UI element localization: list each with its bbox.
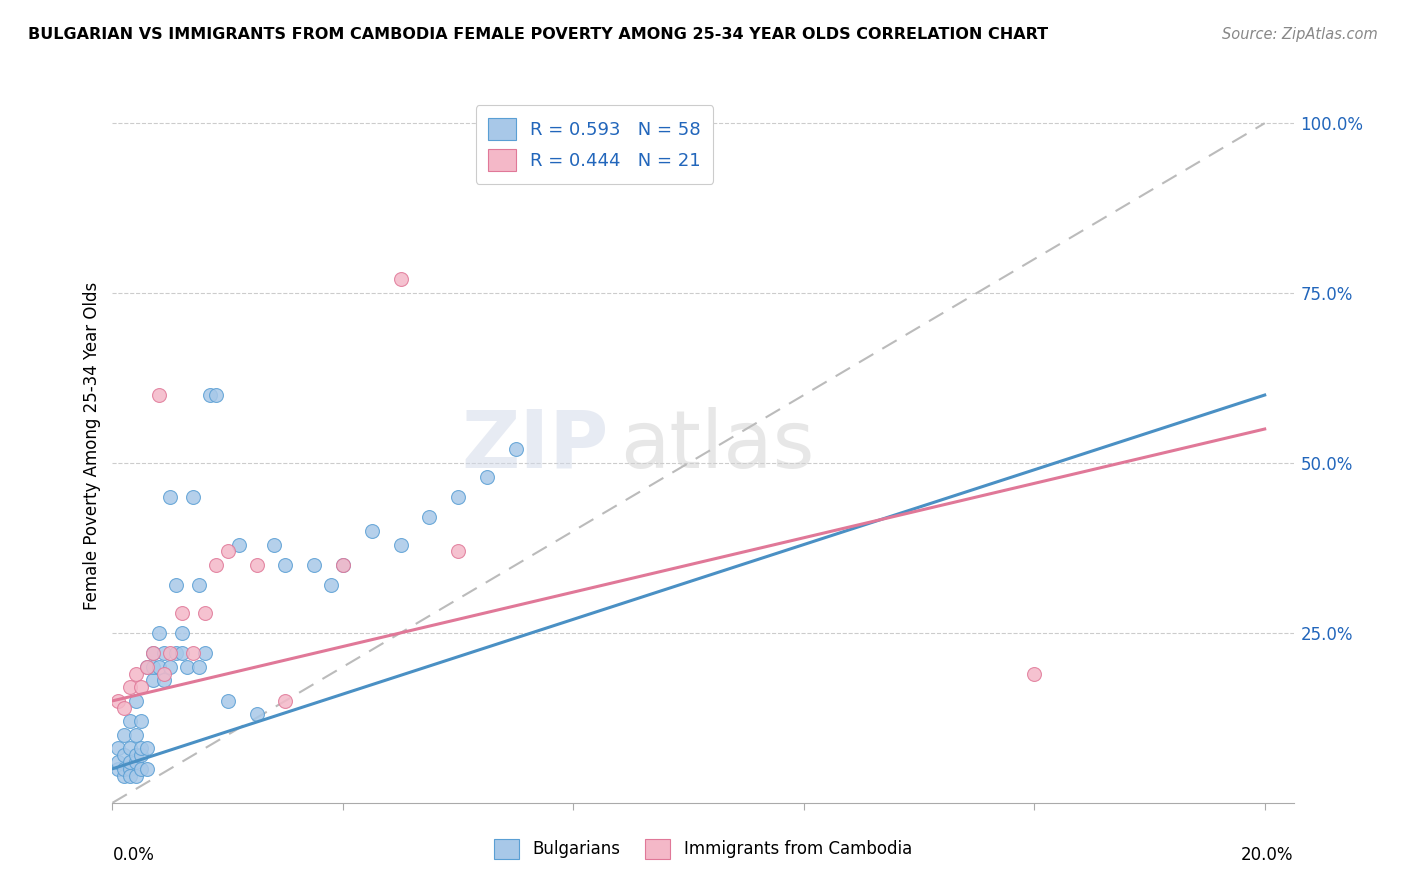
Point: [124, 728, 146, 742]
Point: [332, 558, 354, 572]
Point: [200, 388, 222, 402]
Point: [245, 707, 267, 722]
Point: [274, 558, 297, 572]
Point: [118, 714, 141, 729]
Point: [1024, 666, 1046, 681]
Point: [136, 741, 159, 756]
Point: [181, 646, 204, 660]
Point: [159, 490, 181, 504]
Point: [475, 469, 498, 483]
Point: [129, 714, 152, 729]
Point: [228, 537, 250, 551]
Point: [124, 748, 146, 763]
Point: [187, 660, 209, 674]
Text: 20.0%: 20.0%: [1241, 846, 1294, 863]
Point: [129, 680, 152, 694]
Point: [118, 680, 141, 694]
Point: [389, 537, 412, 551]
Point: [321, 578, 343, 592]
Point: [274, 694, 297, 708]
Point: [118, 762, 141, 776]
Point: [124, 666, 146, 681]
Point: [148, 626, 170, 640]
Point: [332, 558, 354, 572]
Text: Source: ZipAtlas.com: Source: ZipAtlas.com: [1222, 27, 1378, 42]
Point: [112, 762, 135, 776]
Point: [217, 544, 239, 558]
Point: [153, 673, 176, 688]
Point: [129, 748, 152, 763]
Point: [148, 660, 170, 674]
Point: [159, 646, 181, 660]
Point: [194, 646, 217, 660]
Text: BULGARIAN VS IMMIGRANTS FROM CAMBODIA FEMALE POVERTY AMONG 25-34 YEAR OLDS CORRE: BULGARIAN VS IMMIGRANTS FROM CAMBODIA FE…: [28, 27, 1049, 42]
Point: [112, 700, 135, 714]
Point: [112, 748, 135, 763]
Point: [170, 606, 193, 620]
Point: [159, 660, 181, 674]
Point: [263, 537, 285, 551]
Point: [142, 646, 165, 660]
Point: [107, 762, 129, 776]
Point: [153, 646, 176, 660]
Point: [136, 660, 159, 674]
Point: [107, 755, 129, 769]
Point: [389, 272, 412, 286]
Point: [107, 741, 129, 756]
Point: [176, 660, 198, 674]
Point: [124, 694, 146, 708]
Point: [165, 578, 187, 592]
Point: [447, 544, 470, 558]
Point: [170, 626, 193, 640]
Point: [136, 660, 159, 674]
Point: [124, 769, 146, 783]
Point: [112, 769, 135, 783]
Text: ZIP: ZIP: [461, 407, 609, 485]
Point: [205, 388, 228, 402]
Point: [112, 728, 135, 742]
Point: [360, 524, 382, 538]
Point: [170, 646, 193, 660]
Point: [142, 646, 165, 660]
Point: [153, 666, 176, 681]
Point: [447, 490, 470, 504]
Point: [187, 578, 209, 592]
Point: [165, 646, 187, 660]
Point: [142, 673, 165, 688]
Point: [181, 490, 204, 504]
Y-axis label: Female Poverty Among 25-34 Year Olds: Female Poverty Among 25-34 Year Olds: [83, 282, 101, 610]
Point: [136, 762, 159, 776]
Text: 0.0%: 0.0%: [112, 846, 155, 863]
Point: [505, 442, 527, 457]
Point: [107, 694, 129, 708]
Point: [118, 741, 141, 756]
Legend: Bulgarians, Immigrants from Cambodia: Bulgarians, Immigrants from Cambodia: [488, 832, 918, 866]
Point: [245, 558, 267, 572]
Point: [124, 755, 146, 769]
Point: [194, 606, 217, 620]
Point: [205, 558, 228, 572]
Point: [217, 694, 239, 708]
Point: [142, 660, 165, 674]
Point: [118, 755, 141, 769]
Point: [118, 769, 141, 783]
Point: [148, 388, 170, 402]
Point: [129, 741, 152, 756]
Text: atlas: atlas: [620, 407, 814, 485]
Point: [418, 510, 440, 524]
Point: [129, 762, 152, 776]
Point: [302, 558, 325, 572]
